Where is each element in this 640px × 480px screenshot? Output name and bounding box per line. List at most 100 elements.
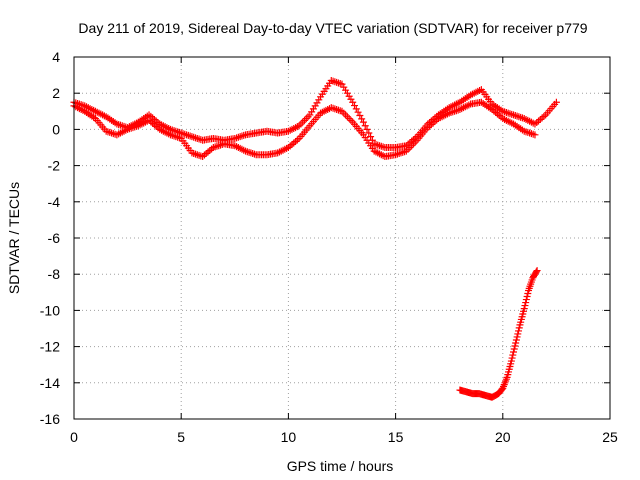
data-point	[515, 327, 523, 335]
data-point	[515, 113, 523, 121]
data-point	[106, 128, 114, 136]
y-tick-label: -2	[48, 158, 61, 174]
data-point	[179, 130, 187, 138]
data-point	[299, 118, 307, 126]
data-point	[342, 111, 350, 119]
data-point	[172, 133, 180, 141]
data-point	[513, 333, 521, 341]
data-point	[510, 345, 518, 353]
data-point	[302, 115, 310, 123]
data-point	[514, 330, 522, 338]
data-point	[108, 129, 116, 137]
data-point	[250, 150, 258, 158]
x-tick-label: 25	[602, 429, 618, 445]
data-point	[397, 149, 405, 157]
data-point	[193, 151, 201, 159]
x-tick-label: 20	[495, 429, 511, 445]
data-point	[523, 293, 531, 301]
data-point	[343, 113, 351, 121]
series-1	[70, 98, 539, 161]
data-point	[118, 122, 126, 130]
data-point	[356, 112, 364, 120]
data-point	[190, 133, 198, 141]
y-tick-label: -10	[40, 302, 60, 318]
data-point	[524, 290, 532, 298]
data-point	[347, 116, 355, 124]
data-point	[504, 109, 512, 117]
data-point	[231, 134, 239, 142]
data-point	[512, 336, 520, 344]
data-point	[188, 133, 196, 141]
x-tick-labels: 0 5 10 15 20 25	[70, 429, 618, 445]
y-tick-labels: -16 -14 -12 -10 -8 -6 -4 -2 0 2 4	[40, 49, 60, 427]
y-tick-label: -4	[48, 194, 61, 210]
data-point	[184, 131, 192, 139]
data-point	[379, 143, 387, 151]
data-point	[193, 134, 201, 142]
data-point	[233, 134, 241, 142]
data-point	[512, 339, 520, 347]
data-point	[529, 130, 537, 138]
y-tick-label: -12	[40, 339, 60, 355]
data-point	[520, 305, 528, 313]
x-tick-label: 0	[70, 429, 78, 445]
data-point	[509, 351, 517, 359]
data-point	[329, 104, 337, 112]
data-point	[552, 98, 560, 106]
data-point	[181, 130, 189, 138]
data-point	[345, 115, 353, 123]
data-point	[338, 107, 346, 115]
data-point	[365, 129, 373, 137]
data-point	[247, 149, 255, 157]
x-tick-label: 5	[177, 429, 185, 445]
data-point	[351, 102, 359, 110]
x-tick-label: 15	[388, 429, 404, 445]
data-point	[361, 122, 369, 130]
data-point	[515, 324, 523, 332]
data-point	[354, 108, 362, 116]
data-point	[249, 150, 257, 158]
y-axis-title: SDTVAR / TECUs	[6, 182, 22, 294]
data-point	[522, 299, 530, 307]
data-point	[333, 78, 341, 86]
data-point	[217, 141, 225, 149]
chart-title: Day 211 of 2019, Sidereal Day-to-day VTE…	[78, 20, 587, 36]
data-point	[334, 79, 342, 87]
tick-marks	[73, 56, 611, 420]
data-point	[406, 144, 414, 151]
y-tick-label: -6	[48, 230, 61, 246]
y-tick-label: -14	[40, 375, 60, 391]
data-point	[506, 110, 514, 118]
y-tick-label: 0	[52, 121, 60, 137]
data-point	[527, 130, 535, 138]
y-tick-label: -16	[40, 411, 60, 427]
data-point	[522, 296, 530, 304]
data-point	[183, 131, 191, 139]
data-point	[533, 267, 541, 275]
x-tick-label: 10	[281, 429, 297, 445]
data-point	[359, 118, 367, 126]
data-layer	[70, 77, 560, 401]
data-point	[333, 105, 341, 113]
data-point	[240, 131, 248, 139]
data-point	[513, 112, 521, 120]
data-point	[508, 354, 516, 362]
x-axis-title: GPS time / hours	[287, 458, 394, 474]
data-point	[300, 116, 308, 124]
data-point	[392, 151, 400, 159]
data-point	[195, 135, 203, 143]
data-point	[510, 111, 518, 119]
y-tick-label: -8	[48, 266, 61, 282]
data-point	[238, 132, 246, 140]
data-point	[372, 140, 380, 148]
data-point	[451, 107, 459, 115]
data-point	[521, 302, 529, 310]
data-point	[234, 133, 242, 141]
data-point	[336, 80, 344, 88]
data-point	[393, 150, 401, 158]
data-point	[531, 131, 539, 139]
data-point	[191, 150, 199, 158]
data-point	[526, 129, 534, 137]
data-point	[191, 134, 199, 142]
